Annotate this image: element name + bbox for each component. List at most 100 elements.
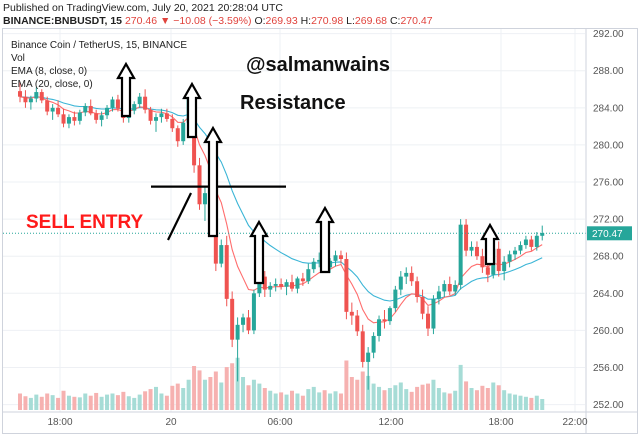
volume-bar <box>480 385 485 410</box>
candle-body <box>235 324 240 340</box>
candle-body <box>39 92 44 101</box>
volume-bar <box>344 360 349 410</box>
open-value: 269.93 <box>265 15 298 27</box>
volume-bar <box>186 379 191 410</box>
candle-body <box>18 91 22 97</box>
resistance-label: Resistance <box>240 92 346 114</box>
volume-bar <box>197 370 202 410</box>
candle-body <box>213 219 218 264</box>
y-tick-label: 284.00 <box>593 103 624 114</box>
candle-body <box>34 92 39 99</box>
candle-body <box>50 107 55 112</box>
up-arrow-icon <box>315 205 335 274</box>
volume-bar <box>415 386 420 410</box>
volume-bar <box>322 390 327 410</box>
volume-bar <box>426 383 430 410</box>
candle-body <box>382 319 387 322</box>
candle-body <box>154 117 158 121</box>
volume-bar <box>393 385 398 410</box>
x-tick-label: 12:00 <box>378 417 403 428</box>
volume-bar <box>208 377 213 410</box>
volume-bar <box>442 392 447 410</box>
y-tick-label: 256.00 <box>593 363 624 374</box>
volume-bar <box>126 396 131 410</box>
volume-bar <box>404 389 409 410</box>
volume-bar <box>262 388 267 410</box>
volume-bar <box>110 393 115 410</box>
symbol-ohlc-header: BINANCE:BNBUSDT, 15 270.46 ▼ −10.08 (−3.… <box>3 15 433 27</box>
volume-bar <box>387 388 392 410</box>
candle-body <box>175 128 180 142</box>
candle-body <box>88 105 93 114</box>
candle-body <box>436 291 441 299</box>
candle-body <box>77 112 82 121</box>
volume-bar <box>28 397 33 410</box>
candle-body <box>257 276 262 294</box>
volume-bar <box>491 382 496 410</box>
candle-body <box>83 105 88 113</box>
candle-body <box>371 335 376 353</box>
volume-bar <box>251 379 256 410</box>
chart-frame <box>2 28 638 434</box>
high-label: H: <box>300 15 312 27</box>
volume-bar <box>268 390 273 410</box>
legend-volume: Vol <box>11 53 25 64</box>
volume-bar <box>164 395 169 410</box>
candle-body <box>420 297 425 314</box>
candle-body <box>349 311 354 316</box>
legend-ema8: EMA (8, close, 0) <box>11 66 88 77</box>
volume-bar <box>311 386 316 410</box>
low-label: L: <box>346 15 355 27</box>
volume-bar <box>398 382 403 410</box>
x-tick-label: 18:00 <box>47 417 72 428</box>
volume-bar <box>328 393 333 410</box>
volume-bar <box>143 391 148 410</box>
candle-body <box>317 259 322 262</box>
candle-body <box>72 117 77 121</box>
candle-body <box>300 278 305 282</box>
volume-bar <box>257 383 262 410</box>
volume-bar <box>241 377 246 410</box>
candle-body <box>387 308 392 322</box>
candle-body <box>333 255 338 261</box>
candle-body <box>164 113 169 119</box>
ema20-line <box>19 96 543 302</box>
candle-body <box>241 317 246 325</box>
volume-bar <box>284 394 289 410</box>
candle-body <box>279 284 284 287</box>
candle-body <box>366 352 371 362</box>
candle-body <box>458 224 463 285</box>
volume-bar <box>540 399 545 410</box>
volume-bar <box>83 393 88 410</box>
volume-bar <box>18 393 22 410</box>
volume-bar <box>464 381 469 410</box>
up-arrow-icon <box>203 125 223 238</box>
volume-bar <box>61 390 66 410</box>
volume-bar <box>39 396 44 410</box>
candle-body <box>181 122 186 142</box>
volume-bar <box>290 390 294 410</box>
candle-body <box>115 99 120 109</box>
candle-body <box>224 245 229 299</box>
candle-body <box>290 282 294 289</box>
candle-body <box>464 224 469 251</box>
candle-body <box>404 272 409 277</box>
candle-body <box>496 248 501 272</box>
open-label: O: <box>254 15 266 27</box>
volume-bar <box>181 388 186 410</box>
volume-bar <box>246 385 251 410</box>
volume-bar <box>458 364 463 410</box>
volume-bar <box>159 393 164 410</box>
volume-bar <box>295 393 300 410</box>
candle-body <box>273 284 278 286</box>
candle-body <box>431 298 436 329</box>
y-tick-label: 292.00 <box>593 29 624 40</box>
candle-body <box>355 315 360 332</box>
candle-body <box>170 118 175 129</box>
candle-body <box>159 113 164 118</box>
y-tick-label: 280.00 <box>593 140 624 151</box>
volume-bar <box>66 395 71 410</box>
volume-bar <box>230 363 235 410</box>
candle-body <box>219 245 224 264</box>
